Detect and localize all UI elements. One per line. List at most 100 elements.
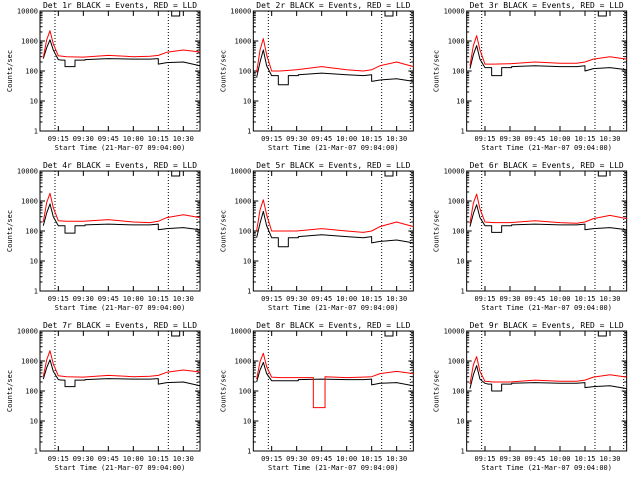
- y-tick-label: 1: [34, 288, 38, 296]
- x-axis-label: Start Time (21-Mar-07 09:04:00): [481, 304, 612, 312]
- x-tick-label: 09:45: [524, 455, 545, 463]
- y-tick-label: 10000: [17, 8, 38, 16]
- lld-series-line: [256, 199, 414, 233]
- x-tick-label: 09:30: [286, 455, 307, 463]
- x-tick-label: 10:00: [549, 135, 570, 143]
- x-tick-label: 10:00: [549, 295, 570, 303]
- y-tick-label: 100: [452, 228, 465, 236]
- x-tick-label: 09:30: [73, 455, 94, 463]
- x-tick-label: 09:15: [48, 295, 69, 303]
- y-axis-label: Counts/sec: [433, 370, 441, 412]
- x-tick-label: 10:00: [123, 135, 144, 143]
- chart-panel: Det 4r BLACK = Events, RED = LLD 1 10 100 10…: [6, 161, 201, 312]
- attenuator-bracket: [171, 331, 181, 337]
- y-axis-label: Counts/sec: [6, 50, 14, 92]
- x-tick-label: 09:45: [98, 295, 119, 303]
- chart-title: Det 5r BLACK = Events, RED = LLD: [256, 161, 410, 170]
- x-tick-label: 10:15: [148, 455, 169, 463]
- chart-title: Det 1r BLACK = Events, RED = LLD: [43, 1, 197, 10]
- chart-panel: Det 6r BLACK = Events, RED = LLD 1 10 100 10…: [433, 161, 628, 312]
- y-tick-label: 1000: [234, 358, 251, 366]
- x-axis-label: Start Time (21-Mar-07 09:04:00): [268, 464, 399, 472]
- y-tick-label: 100: [452, 68, 465, 76]
- x-tick-label: 09:45: [311, 295, 332, 303]
- y-tick-label: 10000: [230, 8, 251, 16]
- plot-frame: [39, 10, 201, 132]
- x-tick-label: 10:30: [386, 455, 407, 463]
- y-axis-label: Counts/sec: [6, 210, 14, 252]
- y-tick-label: 1000: [448, 38, 465, 46]
- events-series-line: [42, 203, 201, 234]
- plot-frame: [466, 10, 628, 132]
- x-tick-label: 09:30: [499, 135, 520, 143]
- y-tick-label: 1000: [21, 198, 38, 206]
- y-tick-label: 1: [247, 448, 251, 456]
- chart-title: Det 8r BLACK = Events, RED = LLD: [256, 321, 410, 330]
- x-tick-label: 09:45: [311, 135, 332, 143]
- y-tick-label: 10: [243, 98, 251, 106]
- x-tick-label: 10:30: [386, 135, 407, 143]
- events-series-line: [256, 49, 414, 86]
- x-tick-label: 09:15: [474, 135, 495, 143]
- y-tick-label: 100: [25, 68, 38, 76]
- lld-series-line: [42, 30, 201, 58]
- attenuator-bracket: [597, 11, 607, 17]
- chart-panel: Det 8r BLACK = Events, RED = LLD 1 10 100 10…: [219, 321, 414, 472]
- x-tick-label: 10:00: [123, 455, 144, 463]
- attenuator-bracket: [384, 331, 394, 337]
- events-series-line: [42, 359, 201, 388]
- x-tick-label: 09:30: [286, 135, 307, 143]
- y-tick-label: 100: [239, 68, 252, 76]
- x-tick-label: 10:15: [148, 295, 169, 303]
- lld-series-line: [256, 38, 414, 73]
- x-tick-label: 09:15: [474, 455, 495, 463]
- x-tick-label: 10:30: [386, 295, 407, 303]
- events-series-line: [469, 204, 627, 233]
- plot-frame: [39, 330, 201, 452]
- x-axis-label: Start Time (21-Mar-07 09:04:00): [268, 304, 399, 312]
- x-tick-label: 09:15: [474, 295, 495, 303]
- y-tick-label: 10000: [444, 8, 465, 16]
- y-tick-label: 1: [247, 288, 251, 296]
- x-tick-label: 10:15: [361, 135, 382, 143]
- y-tick-label: 100: [452, 388, 465, 396]
- attenuator-bracket: [384, 171, 394, 177]
- x-tick-label: 09:30: [499, 455, 520, 463]
- y-axis-label: Counts/sec: [219, 50, 227, 92]
- y-axis-label: Counts/sec: [433, 210, 441, 252]
- y-tick-label: 10: [456, 418, 464, 426]
- x-tick-label: 09:15: [261, 455, 282, 463]
- y-tick-label: 100: [239, 388, 252, 396]
- x-tick-label: 09:45: [98, 455, 119, 463]
- events-series-line: [469, 45, 627, 77]
- y-tick-label: 1: [247, 128, 251, 136]
- events-series-line: [256, 361, 414, 387]
- x-tick-label: 10:00: [549, 455, 570, 463]
- chart-title: Det 9r BLACK = Events, RED = LLD: [470, 321, 624, 330]
- lld-series-line: [256, 352, 414, 409]
- y-tick-label: 1000: [448, 358, 465, 366]
- chart-panel: Det 1r BLACK = Events, RED = LLD 1 10 100 10…: [6, 1, 201, 152]
- x-axis-label: Start Time (21-Mar-07 09:04:00): [481, 144, 612, 152]
- x-tick-label: 09:15: [48, 455, 69, 463]
- events-series-line: [42, 39, 201, 68]
- x-tick-label: 10:30: [173, 455, 194, 463]
- attenuator-bracket: [597, 171, 607, 177]
- y-tick-label: 10000: [230, 168, 251, 176]
- y-tick-label: 1000: [448, 198, 465, 206]
- chart-title: Det 6r BLACK = Events, RED = LLD: [470, 161, 624, 170]
- x-tick-label: 10:30: [173, 135, 194, 143]
- y-tick-label: 1: [34, 448, 38, 456]
- x-tick-label: 10:15: [361, 295, 382, 303]
- y-tick-label: 10: [456, 98, 464, 106]
- x-tick-label: 09:30: [73, 295, 94, 303]
- plot-frame: [466, 330, 628, 452]
- x-tick-label: 09:30: [499, 295, 520, 303]
- y-tick-label: 1: [34, 128, 38, 136]
- x-axis-label: Start Time (21-Mar-07 09:04:00): [55, 144, 186, 152]
- y-tick-label: 10000: [444, 328, 465, 336]
- plot-frame: [252, 330, 414, 452]
- chart-title: Det 2r BLACK = Events, RED = LLD: [256, 1, 410, 10]
- x-tick-label: 10:00: [123, 295, 144, 303]
